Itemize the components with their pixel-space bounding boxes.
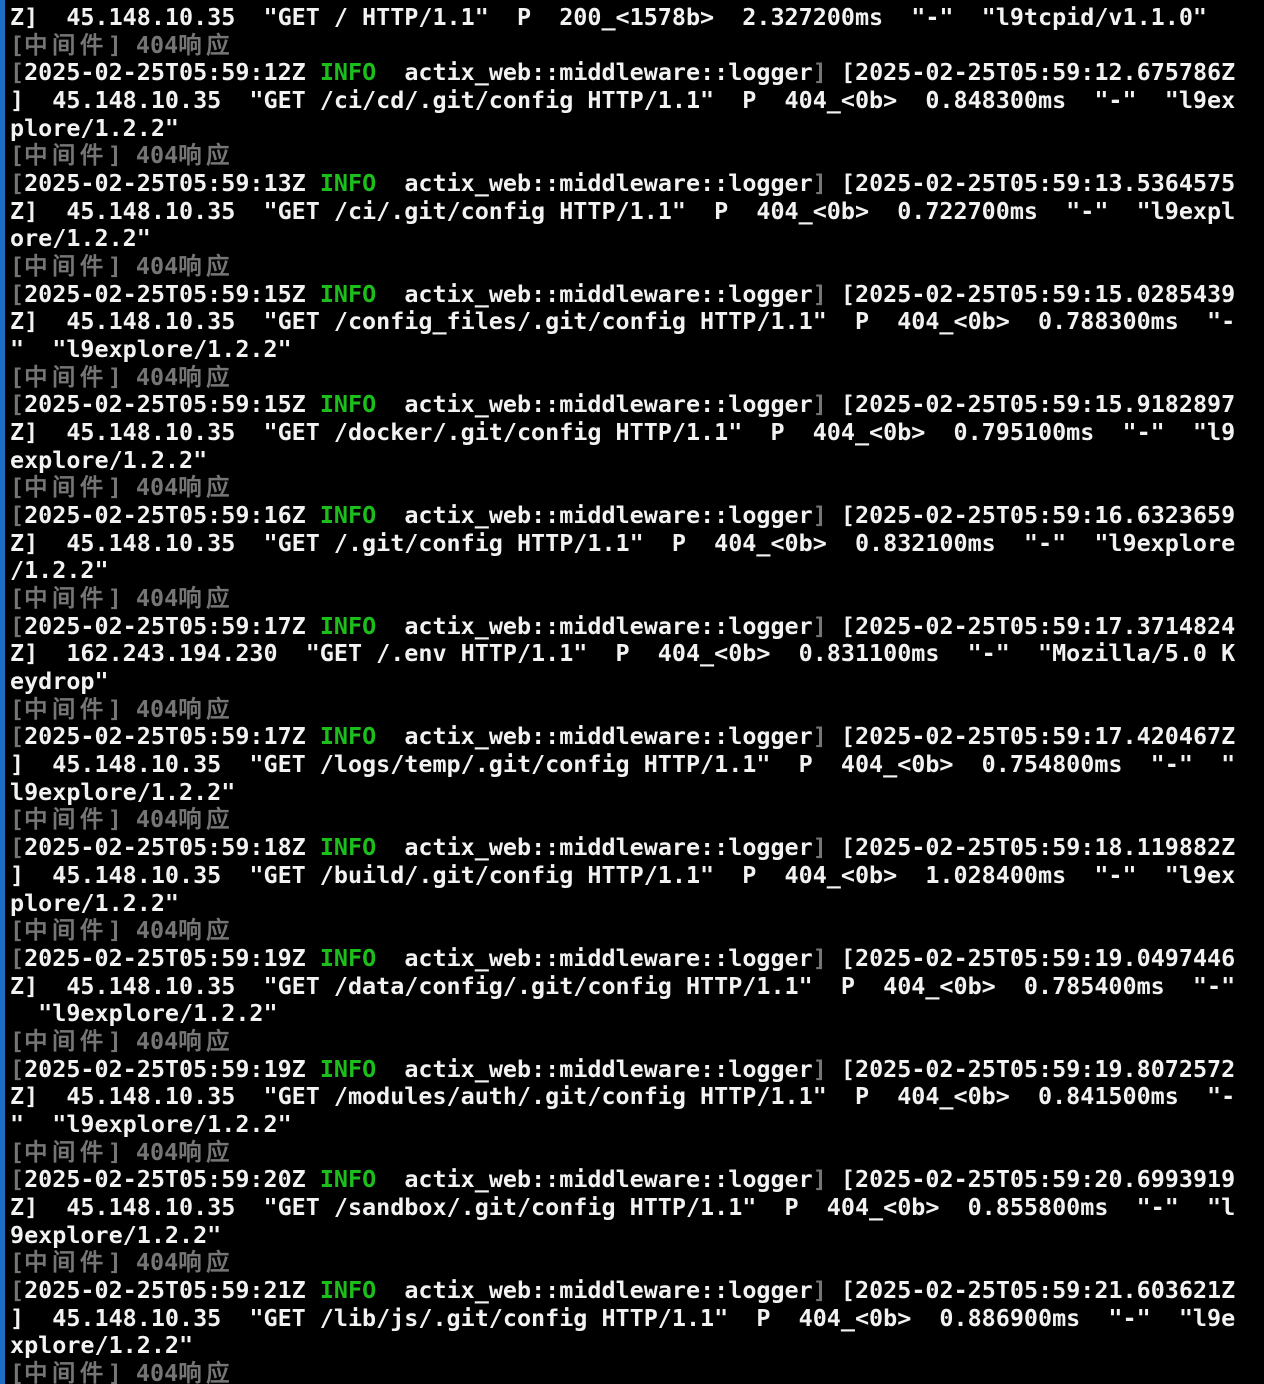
terminal-line: /1.2.2" — [10, 556, 109, 585]
terminal-line: [中间件] 404响应 — [10, 805, 234, 834]
terminal-line: " "l9explore/1.2.2" — [10, 1109, 292, 1138]
terminal-line: [2025-02-25T05:59:19Z INFO actix_web::mi… — [10, 943, 1236, 972]
terminal-line: [中间件] 404响应 — [10, 362, 234, 391]
left-accent-border — [0, 0, 5, 1384]
terminal-line: [2025-02-25T05:59:17Z INFO actix_web::mi… — [10, 722, 1236, 751]
terminal-line: [中间件] 404响应 — [10, 1358, 234, 1384]
terminal-line: [中间件] 404响应 — [10, 1248, 234, 1277]
terminal-line: explore/1.2.2" — [10, 445, 208, 474]
terminal-line: [中间件] 404响应 — [10, 141, 234, 170]
terminal-line: plore/1.2.2" — [10, 888, 179, 917]
terminal-line: [中间件] 404响应 — [10, 30, 234, 59]
terminal-line: Z] 45.148.10.35 "GET /sandbox/.git/confi… — [10, 1192, 1236, 1221]
terminal-line: [中间件] 404响应 — [10, 1026, 234, 1055]
terminal-line: [中间件] 404响应 — [10, 1137, 234, 1166]
terminal-line: [2025-02-25T05:59:13Z INFO actix_web::mi… — [10, 169, 1236, 198]
terminal-line: [2025-02-25T05:59:17Z INFO actix_web::mi… — [10, 611, 1236, 640]
terminal-line: [2025-02-25T05:59:15Z INFO actix_web::mi… — [10, 279, 1236, 308]
terminal-line: Z] 45.148.10.35 "GET /modules/auth/.git/… — [10, 1082, 1236, 1111]
terminal-line: ] 45.148.10.35 "GET /logs/temp/.git/conf… — [10, 750, 1236, 779]
terminal-line: [中间件] 404响应 — [10, 252, 234, 281]
terminal-line: eydrop" — [10, 667, 109, 696]
terminal-output[interactable]: Z] 45.148.10.35 "GET / HTTP/1.1" P 200_<… — [5, 0, 1264, 1384]
terminal-line: Z] 45.148.10.35 "GET / HTTP/1.1" P 200_<… — [10, 3, 1207, 31]
terminal-line: 9explore/1.2.2" — [10, 1220, 222, 1249]
terminal-line: [中间件] 404响应 — [10, 473, 234, 502]
terminal-line: Z] 45.148.10.35 "GET /data/config/.git/c… — [10, 971, 1236, 1000]
terminal-line: ] 45.148.10.35 "GET /ci/cd/.git/config H… — [10, 86, 1236, 115]
terminal-line: " "l9explore/1.2.2" — [10, 335, 292, 364]
terminal-line: [中间件] 404响应 — [10, 694, 234, 723]
terminal-line: ] 45.148.10.35 "GET /lib/js/.git/config … — [10, 1303, 1236, 1332]
terminal-line: ore/1.2.2" — [10, 224, 151, 253]
terminal-line: xplore/1.2.2" — [10, 1331, 194, 1360]
terminal-line: [中间件] 404响应 — [10, 916, 234, 945]
terminal-line: [2025-02-25T05:59:18Z INFO actix_web::mi… — [10, 833, 1236, 862]
terminal-line: Z] 45.148.10.35 "GET /config_files/.git/… — [10, 307, 1236, 336]
terminal-line: Z] 45.148.10.35 "GET /.git/config HTTP/1… — [10, 528, 1236, 557]
terminal-line: Z] 162.243.194.230 "GET /.env HTTP/1.1" … — [10, 639, 1236, 668]
terminal-line: [2025-02-25T05:59:15Z INFO actix_web::mi… — [10, 390, 1236, 419]
terminal-line: "l9explore/1.2.2" — [10, 999, 278, 1028]
terminal-line: Z] 45.148.10.35 "GET /docker/.git/config… — [10, 418, 1236, 447]
terminal-line: Z] 45.148.10.35 "GET /ci/.git/config HTT… — [10, 196, 1236, 225]
terminal-line: ] 45.148.10.35 "GET /build/.git/config H… — [10, 860, 1236, 889]
terminal-line: [中间件] 404响应 — [10, 584, 234, 613]
terminal-line: [2025-02-25T05:59:19Z INFO actix_web::mi… — [10, 1054, 1236, 1083]
terminal-line: plore/1.2.2" — [10, 113, 179, 142]
terminal-line: [2025-02-25T05:59:20Z INFO actix_web::mi… — [10, 1165, 1236, 1194]
terminal-line: l9explore/1.2.2" — [10, 777, 236, 806]
terminal-line: [2025-02-25T05:59:21Z INFO actix_web::mi… — [10, 1275, 1236, 1304]
terminal-line: [2025-02-25T05:59:16Z INFO actix_web::mi… — [10, 501, 1236, 530]
terminal-line: [2025-02-25T05:59:12Z INFO actix_web::mi… — [10, 58, 1236, 87]
